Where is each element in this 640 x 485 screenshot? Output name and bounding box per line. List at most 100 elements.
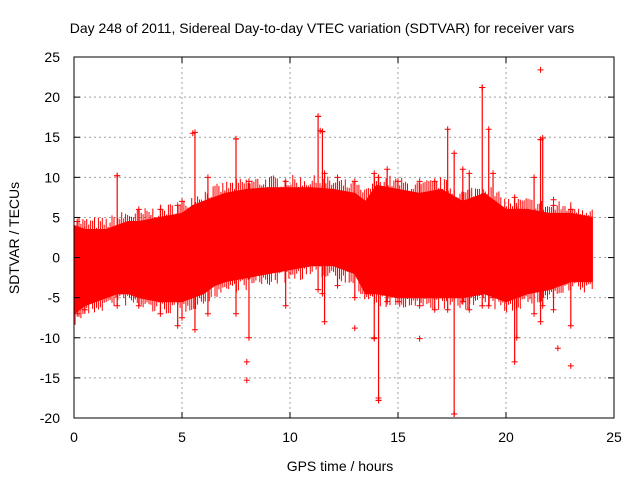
data-point — [157, 206, 164, 213]
data-point — [416, 178, 423, 185]
data-point — [179, 198, 185, 205]
y-axis-label: SDTVAR / TECUs — [6, 182, 22, 294]
data-point — [334, 174, 341, 181]
data-point — [395, 298, 401, 305]
data-point — [191, 326, 198, 333]
data-point — [351, 325, 358, 332]
data-point — [485, 126, 492, 133]
data-point — [135, 206, 142, 213]
y-tick-label: 5 — [52, 209, 60, 225]
data-point — [416, 335, 423, 342]
data-point — [74, 310, 81, 317]
data-point — [245, 178, 252, 185]
data-layer — [73, 66, 593, 417]
data-point — [511, 358, 518, 365]
data-point — [537, 66, 544, 73]
x-tick-label: 25 — [606, 429, 622, 445]
data-point — [567, 362, 574, 369]
y-tick-label: -20 — [40, 410, 60, 426]
y-tick-label: 0 — [52, 250, 60, 266]
data-point — [479, 84, 486, 91]
data-point — [511, 194, 518, 201]
data-point — [550, 202, 557, 209]
data-point — [431, 178, 438, 185]
y-tick-label: 25 — [44, 49, 60, 65]
data-point — [243, 358, 250, 365]
data-point — [567, 322, 574, 329]
y-tick-label: -5 — [48, 290, 61, 306]
data-point — [174, 322, 181, 329]
data-point — [315, 113, 322, 120]
x-tick-label: 0 — [70, 429, 78, 445]
chart-title: Day 248 of 2011, Sidereal Day-to-day VTE… — [70, 20, 574, 36]
data-point — [531, 174, 538, 181]
data-point — [466, 306, 473, 313]
y-tick-label: 10 — [44, 169, 60, 185]
x-tick-label: 10 — [282, 429, 298, 445]
data-point — [513, 206, 520, 213]
data-point — [351, 294, 358, 301]
data-point — [459, 166, 466, 173]
plot-frame — [73, 56, 615, 419]
data-point — [233, 135, 239, 142]
y-tick-label: 15 — [44, 129, 60, 145]
data-point — [334, 282, 341, 289]
data-point — [282, 178, 289, 185]
data-point — [174, 202, 181, 209]
data-point — [444, 306, 451, 313]
data-point — [375, 174, 382, 181]
data-point — [74, 218, 81, 225]
data-point — [371, 170, 378, 177]
data-point — [537, 136, 544, 143]
axes: 0 5 10 15 20 25 -20 -15 -10 -5 0 5 10 15 20 25 — [40, 49, 622, 445]
data-point — [384, 166, 391, 173]
data-point — [539, 302, 546, 309]
data-point — [319, 128, 326, 135]
data-point — [479, 302, 486, 309]
data-point — [444, 126, 451, 133]
data-point — [513, 334, 520, 341]
y-tick-label: -10 — [40, 330, 60, 346]
y-tick-label: -15 — [40, 370, 60, 386]
data-point — [490, 170, 497, 177]
data-point — [81, 306, 88, 313]
data-point — [451, 150, 458, 157]
data-point — [243, 377, 250, 384]
data-point — [315, 286, 322, 293]
data-point — [395, 178, 401, 185]
x-tick-label: 15 — [390, 429, 406, 445]
data-point — [189, 130, 196, 137]
data-point — [537, 318, 544, 325]
data-point — [179, 314, 185, 321]
data-point — [554, 345, 561, 352]
x-tick-label: 20 — [498, 429, 514, 445]
data-point — [351, 178, 358, 185]
y-tick-label: 20 — [44, 89, 60, 105]
data-point — [135, 302, 142, 309]
data-point — [567, 206, 574, 213]
data-point — [157, 310, 164, 317]
data-point — [81, 226, 88, 233]
data-point — [550, 306, 557, 313]
data-point — [375, 397, 382, 404]
data-point — [321, 170, 328, 177]
data-point — [384, 298, 391, 305]
data-point — [204, 174, 211, 181]
x-axis-label: GPS time / hours — [287, 458, 394, 474]
data-point — [416, 302, 423, 309]
data-point — [485, 302, 492, 309]
data-point — [451, 410, 458, 417]
data-point — [282, 302, 289, 309]
data-point — [114, 302, 121, 309]
data-point — [531, 310, 538, 317]
data-point — [321, 318, 328, 325]
data-point — [550, 196, 557, 203]
data-point — [371, 335, 378, 342]
data-point — [114, 172, 121, 179]
data-point — [459, 298, 466, 305]
data-point — [490, 294, 497, 301]
data-point — [466, 170, 473, 177]
x-tick-label: 5 — [178, 429, 186, 445]
